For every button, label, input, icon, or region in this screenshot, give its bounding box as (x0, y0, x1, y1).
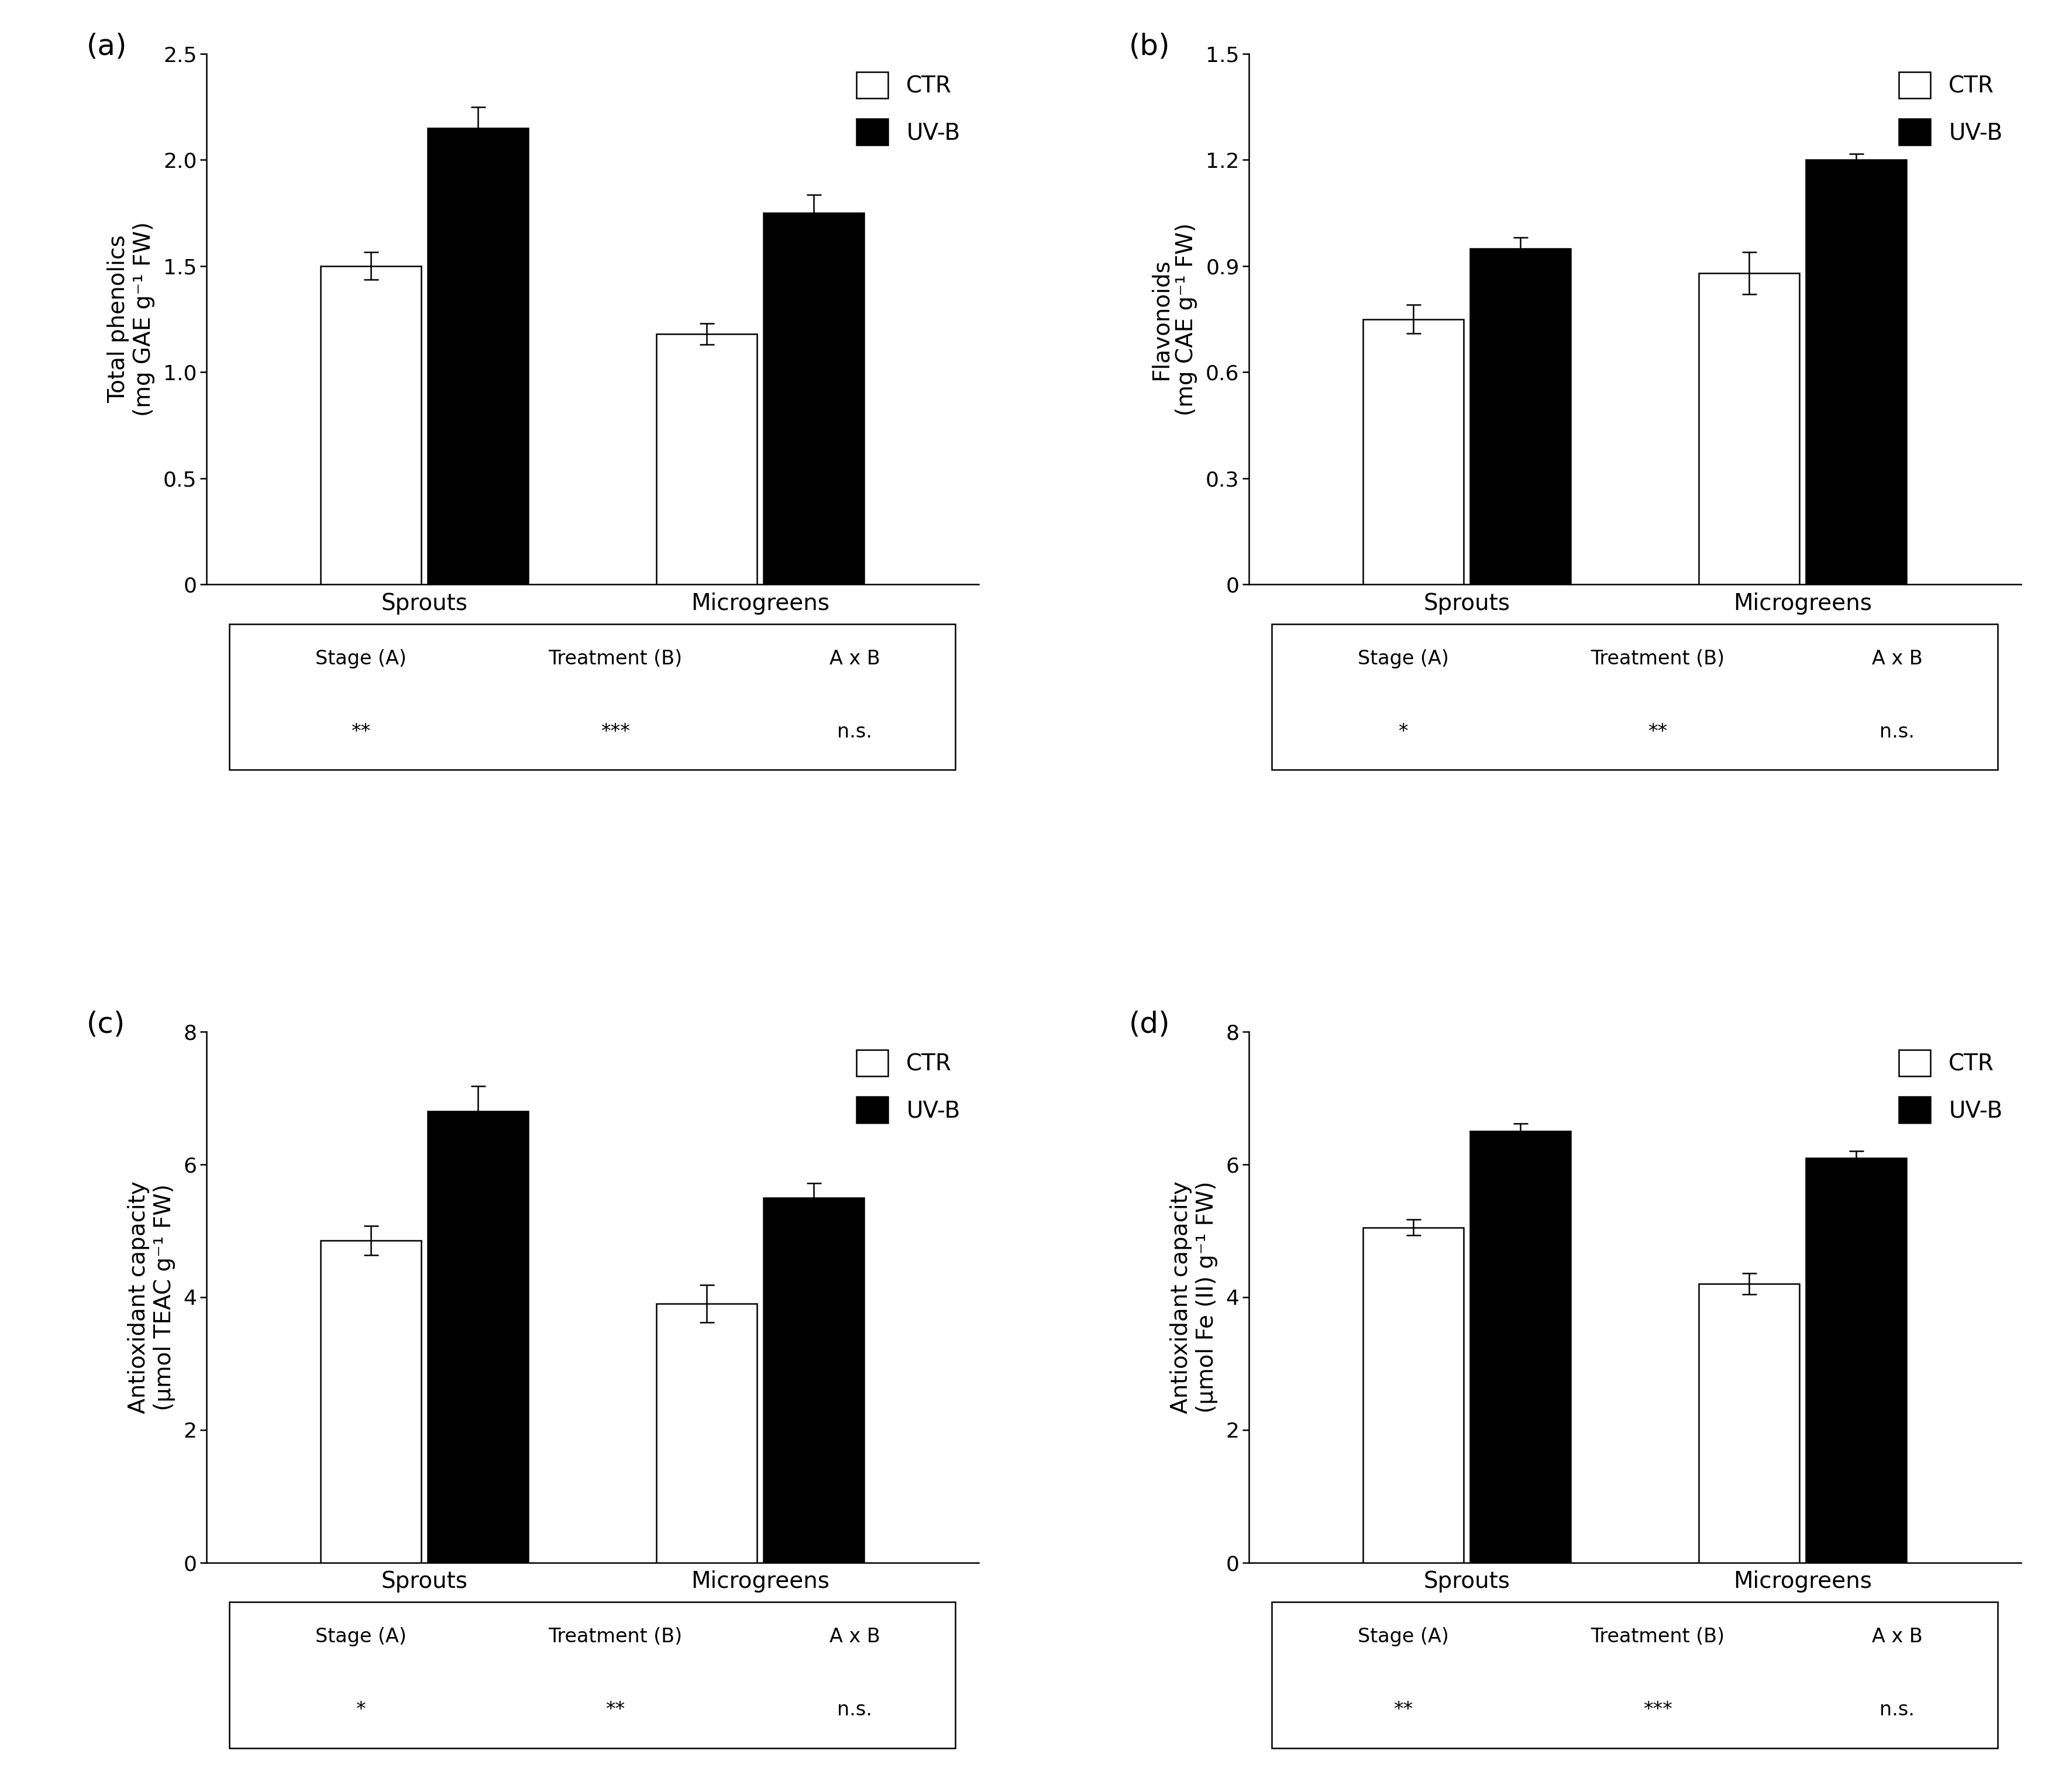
Bar (1806, 159, 1907, 584)
Bar (1806, 1158, 1907, 1563)
Text: **: ** (1648, 722, 1668, 742)
Bar (1470, 1131, 1571, 1563)
Legend: CTR, UV-B: CTR, UV-B (1889, 1041, 2013, 1133)
Y-axis label: Antioxidant capacity
(µmol TEAC g⁻¹ FW): Antioxidant capacity (µmol TEAC g⁻¹ FW) (128, 1181, 175, 1414)
Text: (d): (d) (1128, 1011, 1171, 1039)
Text: n.s.: n.s. (1881, 1701, 1916, 1719)
Legend: CTR, UV-B: CTR, UV-B (847, 63, 969, 154)
Bar (1470, 249, 1571, 584)
Text: Treatment (B): Treatment (B) (548, 649, 683, 668)
Text: (c): (c) (87, 1011, 126, 1039)
Bar (229, 624, 955, 771)
Text: Stage (A): Stage (A) (1357, 1627, 1450, 1647)
Bar (1363, 1228, 1464, 1563)
Text: Treatment (B): Treatment (B) (1592, 1627, 1724, 1647)
Bar (656, 1305, 757, 1563)
Text: (a): (a) (87, 32, 128, 61)
Text: n.s.: n.s. (837, 1701, 872, 1719)
Text: Stage (A): Stage (A) (1357, 649, 1450, 668)
Legend: CTR, UV-B: CTR, UV-B (847, 1041, 969, 1133)
Text: **: ** (1394, 1701, 1412, 1719)
Text: Stage (A): Stage (A) (315, 649, 406, 668)
Text: A x B: A x B (1872, 649, 1922, 668)
Bar (320, 265, 421, 584)
Bar (763, 1197, 864, 1563)
Legend: CTR, UV-B: CTR, UV-B (1889, 63, 2013, 154)
Text: A x B: A x B (829, 1627, 880, 1647)
Bar (1699, 272, 1800, 584)
Y-axis label: Flavonoids
(mg CAE g⁻¹ FW): Flavonoids (mg CAE g⁻¹ FW) (1149, 222, 1198, 416)
Y-axis label: Antioxidant capacity
(µmol Fe (II) g⁻¹ FW): Antioxidant capacity (µmol Fe (II) g⁻¹ F… (1169, 1181, 1219, 1414)
Bar (320, 1240, 421, 1563)
Text: ***: *** (600, 722, 631, 742)
Bar (763, 213, 864, 584)
Text: Stage (A): Stage (A) (315, 1627, 406, 1647)
Bar (656, 333, 757, 584)
Bar (229, 1602, 955, 1747)
Text: n.s.: n.s. (1881, 722, 1916, 742)
Text: *: * (1398, 722, 1408, 742)
Y-axis label: Total phenolics
(mg GAE g⁻¹ FW): Total phenolics (mg GAE g⁻¹ FW) (107, 222, 155, 416)
Text: **: ** (351, 722, 371, 742)
Text: *: * (357, 1701, 365, 1719)
Text: (b): (b) (1128, 32, 1171, 61)
Bar (427, 127, 528, 584)
Text: A x B: A x B (1872, 1627, 1922, 1647)
Text: ***: *** (1643, 1701, 1672, 1719)
Text: Treatment (B): Treatment (B) (548, 1627, 683, 1647)
Text: Treatment (B): Treatment (B) (1592, 649, 1724, 668)
Bar (1272, 624, 1998, 771)
Bar (1363, 319, 1464, 584)
Bar (1699, 1283, 1800, 1563)
Text: n.s.: n.s. (837, 722, 872, 742)
Text: **: ** (606, 1701, 625, 1719)
Bar (427, 1111, 528, 1563)
Bar (1272, 1602, 1998, 1747)
Text: A x B: A x B (829, 649, 880, 668)
